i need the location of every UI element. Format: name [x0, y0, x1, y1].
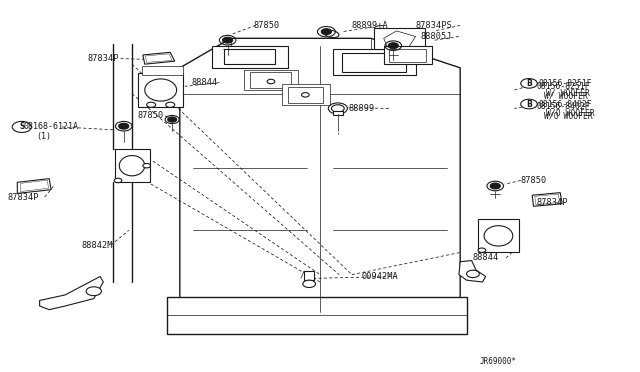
Polygon shape: [167, 297, 467, 334]
Ellipse shape: [484, 226, 513, 246]
Text: 08156-8402F: 08156-8402F: [537, 102, 590, 111]
Text: 88899+A: 88899+A: [352, 21, 388, 30]
Bar: [342, 53, 406, 71]
Text: W/O WOOFER: W/O WOOFER: [546, 109, 595, 118]
Text: W/O WOOFER: W/O WOOFER: [544, 111, 593, 121]
Polygon shape: [180, 38, 460, 323]
Circle shape: [467, 270, 479, 278]
Text: 08168-6121A: 08168-6121A: [24, 122, 79, 131]
Text: W/ WOOFER: W/ WOOFER: [544, 91, 588, 100]
Text: 87834PS: 87834PS: [415, 21, 452, 30]
Text: B: B: [526, 100, 532, 109]
Polygon shape: [17, 179, 51, 193]
Polygon shape: [40, 276, 103, 310]
Polygon shape: [459, 260, 486, 282]
Text: 87834P: 87834P: [8, 193, 39, 202]
Polygon shape: [535, 194, 559, 205]
Bar: [141, 66, 183, 75]
Circle shape: [168, 117, 177, 122]
Bar: [225, 49, 275, 64]
Circle shape: [267, 79, 275, 84]
Circle shape: [166, 102, 175, 108]
Circle shape: [12, 121, 31, 132]
Text: 88842M: 88842M: [81, 241, 113, 250]
Circle shape: [478, 248, 486, 253]
Bar: [304, 271, 314, 280]
Bar: [384, 46, 431, 64]
Circle shape: [303, 280, 316, 288]
Polygon shape: [532, 193, 562, 206]
Bar: [282, 84, 330, 105]
Ellipse shape: [145, 79, 177, 101]
Bar: [389, 49, 426, 62]
Text: 87834P: 87834P: [537, 198, 568, 207]
Text: B: B: [526, 79, 532, 88]
Text: 87850: 87850: [253, 21, 279, 30]
Bar: [115, 149, 150, 182]
Circle shape: [114, 178, 122, 183]
Text: 88899: 88899: [349, 104, 375, 113]
Polygon shape: [212, 46, 288, 68]
Circle shape: [332, 105, 344, 112]
Circle shape: [521, 99, 538, 109]
Text: 87850: 87850: [138, 111, 164, 121]
Text: 88844: 88844: [192, 78, 218, 87]
Bar: [333, 112, 343, 115]
Circle shape: [388, 43, 398, 49]
Circle shape: [223, 37, 233, 43]
Ellipse shape: [119, 155, 145, 176]
Circle shape: [490, 183, 500, 189]
Bar: [478, 219, 520, 253]
Text: 08156-8251F: 08156-8251F: [539, 79, 592, 88]
Polygon shape: [143, 52, 175, 64]
Circle shape: [86, 287, 101, 296]
Text: 08156-8402F: 08156-8402F: [539, 100, 592, 109]
Circle shape: [118, 123, 129, 129]
Bar: [288, 87, 323, 103]
Bar: [250, 72, 291, 88]
Polygon shape: [20, 180, 49, 192]
Text: (1): (1): [36, 132, 51, 141]
Circle shape: [301, 93, 309, 97]
Circle shape: [321, 29, 332, 35]
Bar: [374, 28, 425, 49]
Text: 88844: 88844: [473, 253, 499, 263]
Bar: [138, 73, 183, 107]
Polygon shape: [384, 31, 415, 46]
Text: 87834P: 87834P: [88, 54, 119, 63]
Polygon shape: [333, 49, 415, 75]
Text: 08156-8251F: 08156-8251F: [537, 82, 590, 91]
Polygon shape: [145, 54, 172, 62]
Text: W/ WOOFER: W/ WOOFER: [546, 88, 590, 97]
Text: 00942MA: 00942MA: [362, 272, 398, 281]
Text: JR69000*: JR69000*: [479, 357, 516, 366]
Circle shape: [143, 163, 150, 168]
Bar: [244, 70, 298, 90]
Circle shape: [521, 78, 538, 88]
Text: 88805J: 88805J: [420, 32, 452, 41]
Circle shape: [147, 102, 156, 108]
Text: 87850: 87850: [521, 176, 547, 185]
Text: S: S: [19, 122, 24, 131]
